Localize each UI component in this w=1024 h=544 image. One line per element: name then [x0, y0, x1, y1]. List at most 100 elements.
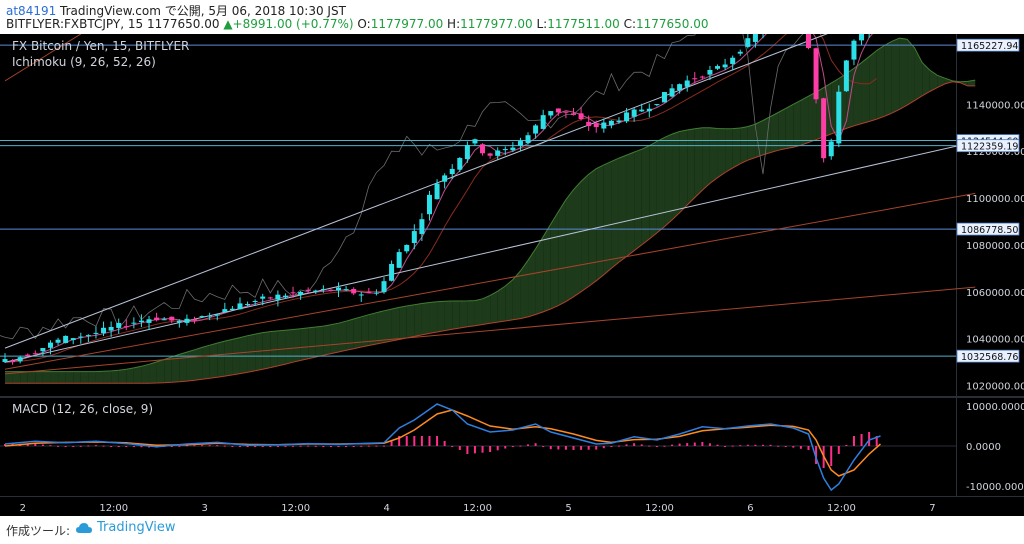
- macd-histogram-bar: [807, 446, 810, 450]
- candle-body: [836, 91, 842, 144]
- cloud-segment: [922, 62, 930, 96]
- x-tick-label: 12:00: [827, 503, 856, 514]
- candle-body: [214, 314, 220, 316]
- candle-body: [548, 111, 554, 116]
- tradingview-link[interactable]: TradingView: [76, 520, 176, 535]
- cloud-segment: [376, 310, 384, 344]
- cloud-segment: [186, 349, 195, 382]
- candle-body: [2, 359, 8, 362]
- cloud-segment: [202, 345, 210, 380]
- macd-histogram-bar: [564, 446, 567, 450]
- candle-body: [426, 194, 432, 215]
- macd-histogram-bar: [337, 446, 340, 447]
- macd-histogram-bar: [398, 436, 401, 446]
- candle-body: [722, 64, 728, 68]
- macd-histogram-bar: [875, 436, 878, 446]
- candle-body: [601, 122, 607, 129]
- cloud-segment: [914, 47, 923, 101]
- macd-histogram-bar: [466, 446, 469, 454]
- macd-histogram-bar: [223, 445, 226, 447]
- macd-histogram-bar: [655, 446, 658, 447]
- cloud-segment: [740, 126, 748, 164]
- candle-body: [320, 288, 326, 290]
- x-tick-label: 5: [565, 503, 571, 514]
- cloud-segment: [861, 56, 870, 124]
- candle-body: [639, 109, 645, 112]
- macd-histogram-bar: [852, 436, 855, 446]
- x-tick-label: 7: [929, 503, 935, 514]
- x-tick-label: 12:00: [281, 503, 310, 514]
- macd-histogram-bar: [663, 445, 666, 447]
- cloud-segment: [35, 371, 43, 384]
- cloud-segment: [399, 305, 407, 340]
- candle-body: [419, 219, 425, 235]
- cloud-segment: [687, 128, 695, 206]
- publisher-username[interactable]: at84191: [6, 4, 57, 18]
- candle-body: [563, 111, 569, 113]
- macd-histogram-bar: [617, 445, 620, 447]
- candle-body: [495, 150, 501, 156]
- cloud-segment: [20, 371, 28, 384]
- candle-body: [661, 92, 667, 103]
- cloud-segment: [641, 145, 650, 245]
- candle-body: [10, 361, 16, 363]
- trend-line: [4, 192, 976, 370]
- horizontal-levels: [0, 44, 956, 357]
- candle-body: [245, 303, 251, 305]
- macd-histogram-bar: [170, 446, 173, 447]
- trend-line: [4, 34, 82, 82]
- macd-pane: [0, 403, 956, 492]
- cloud-segment: [27, 371, 36, 384]
- price-chart[interactable]: 2 12:00 3 12:00 4 12:00 5 12:00 6 12:00 7 1020000.0…: [0, 34, 1024, 516]
- cloud-segment: [528, 248, 536, 317]
- macd-histogram-bar: [527, 444, 530, 446]
- cloud-segment: [800, 96, 809, 146]
- macd-histogram-bar: [701, 442, 704, 446]
- cloud-segment: [80, 371, 89, 384]
- macd-histogram-bar: [87, 445, 90, 447]
- candle-body: [805, 34, 811, 49]
- cloud-segment: [209, 343, 218, 379]
- macd-histogram-bar: [72, 446, 75, 447]
- cloud-segment: [664, 134, 673, 227]
- macd-signal-line: [4, 409, 881, 477]
- trend-line: [4, 286, 976, 375]
- cloud-segment: [672, 131, 680, 220]
- footer: 作成ツール: TradingView: [0, 516, 1024, 544]
- cloud-segment: [778, 108, 786, 151]
- macd-histogram-bar: [246, 446, 249, 447]
- macd-histogram-bar: [481, 446, 484, 453]
- cloud-segment: [126, 367, 134, 384]
- macd-histogram-bar: [375, 445, 378, 447]
- candle-body: [449, 168, 455, 175]
- cloud-segment: [361, 314, 369, 348]
- macd-histogram-bar: [686, 443, 689, 446]
- cloud-segment: [497, 285, 506, 323]
- macd-histogram-bar: [754, 444, 757, 446]
- cloud-segment: [73, 371, 81, 384]
- candle-body: [578, 113, 584, 119]
- macd-tick-label: -10000.0000: [966, 482, 1024, 493]
- candle-body: [525, 135, 531, 143]
- candle-body: [715, 66, 721, 69]
- brand-label: TradingView: [97, 520, 176, 535]
- cloud-segment: [12, 371, 21, 384]
- high-label: H:: [447, 17, 461, 31]
- cloud-segment: [368, 312, 377, 346]
- macd-histogram-bar: [458, 446, 461, 450]
- cloud-segment: [626, 152, 635, 257]
- macd-histogram-bar: [269, 446, 272, 447]
- y-tick-label: 1100000.00: [966, 194, 1024, 205]
- macd-histogram-bar: [117, 446, 120, 447]
- candle-body: [358, 294, 364, 296]
- cloud-segment: [944, 78, 953, 84]
- macd-histogram-bar: [276, 446, 279, 447]
- candle-body: [101, 327, 107, 334]
- candle-body: [351, 288, 357, 294]
- cloud-segment: [95, 371, 104, 384]
- cloud-segment: [156, 359, 165, 383]
- candle-body: [154, 317, 160, 321]
- change-value: ▲+8991.00 (+0.77%): [223, 17, 354, 31]
- price-label-box: [956, 349, 1020, 363]
- macd-histogram-bar: [201, 445, 204, 447]
